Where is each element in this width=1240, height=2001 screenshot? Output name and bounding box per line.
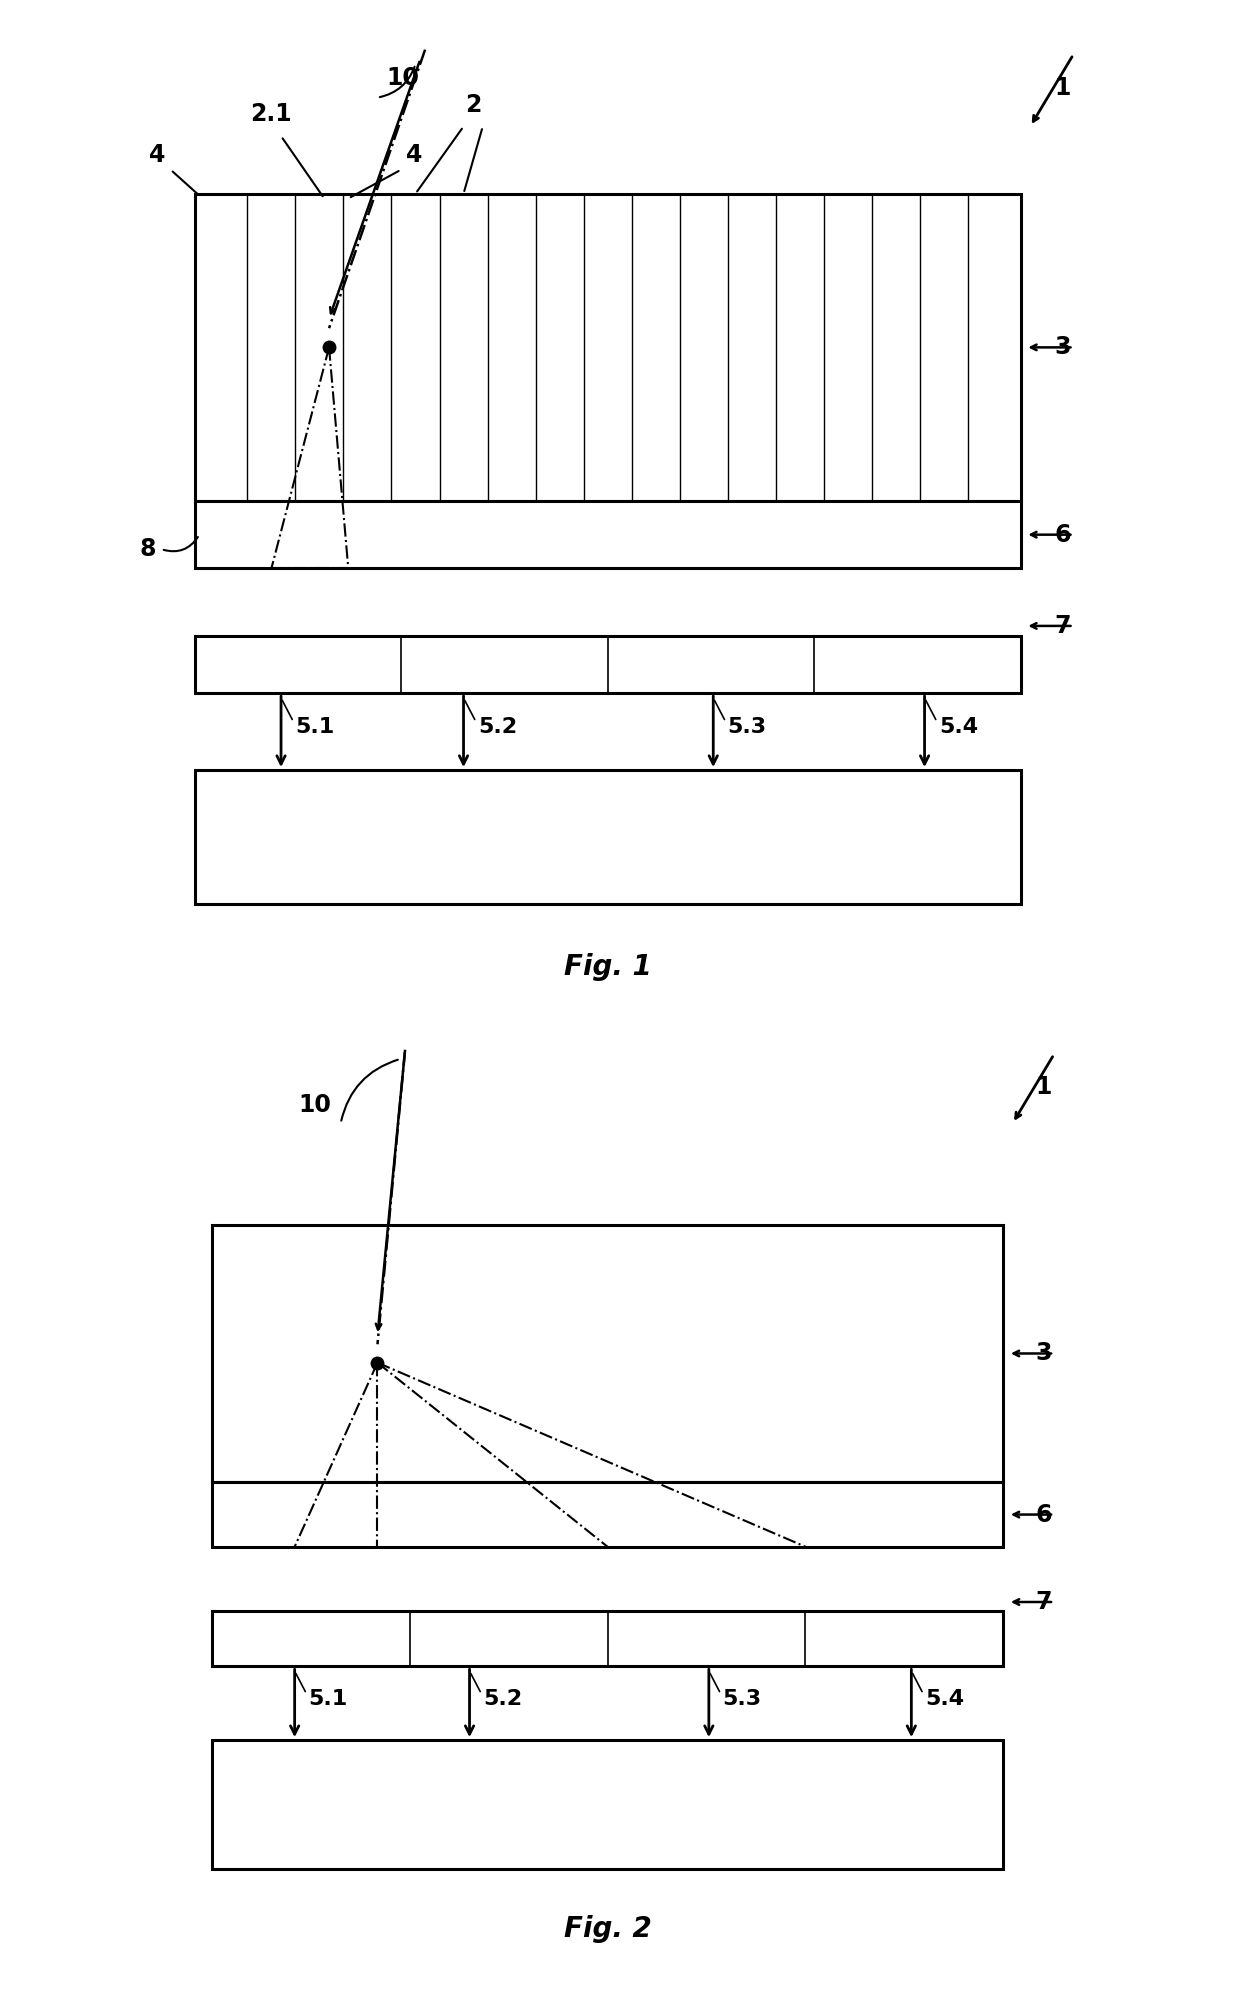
Text: 2.1: 2.1 — [250, 102, 293, 126]
Text: 2: 2 — [465, 92, 481, 116]
Bar — [195, 770, 1021, 904]
Text: 5.4: 5.4 — [925, 1689, 965, 1709]
Text: 5.3: 5.3 — [728, 716, 766, 736]
Text: 4: 4 — [149, 144, 166, 168]
Text: 5.2: 5.2 — [484, 1689, 522, 1709]
Text: 10: 10 — [387, 66, 419, 90]
Text: 6: 6 — [1054, 522, 1070, 546]
Text: Fig. 1: Fig. 1 — [564, 952, 651, 980]
Text: 5.3: 5.3 — [723, 1689, 761, 1709]
Text: 1: 1 — [1054, 76, 1070, 100]
Text: 1: 1 — [1035, 1075, 1052, 1099]
Text: 7: 7 — [1035, 1591, 1052, 1615]
Text: 5.4: 5.4 — [939, 716, 978, 736]
Text: 4: 4 — [405, 144, 423, 168]
Bar — [212, 1611, 1003, 1667]
Bar — [195, 194, 1021, 500]
Text: 3: 3 — [1035, 1341, 1052, 1365]
Text: 5.1: 5.1 — [309, 1689, 347, 1709]
Text: 5.2: 5.2 — [477, 716, 517, 736]
Text: 5.1: 5.1 — [295, 716, 335, 736]
Bar — [212, 1741, 1003, 1869]
Text: 8: 8 — [140, 536, 156, 560]
Text: 6: 6 — [1035, 1503, 1052, 1527]
Text: 10: 10 — [299, 1093, 331, 1117]
Text: 7: 7 — [1054, 614, 1070, 638]
Text: 3: 3 — [1054, 336, 1070, 360]
Bar — [212, 1483, 1003, 1547]
Bar — [195, 636, 1021, 692]
Bar — [212, 1225, 1003, 1483]
Text: Fig. 2: Fig. 2 — [564, 1915, 651, 1943]
Bar — [195, 500, 1021, 568]
